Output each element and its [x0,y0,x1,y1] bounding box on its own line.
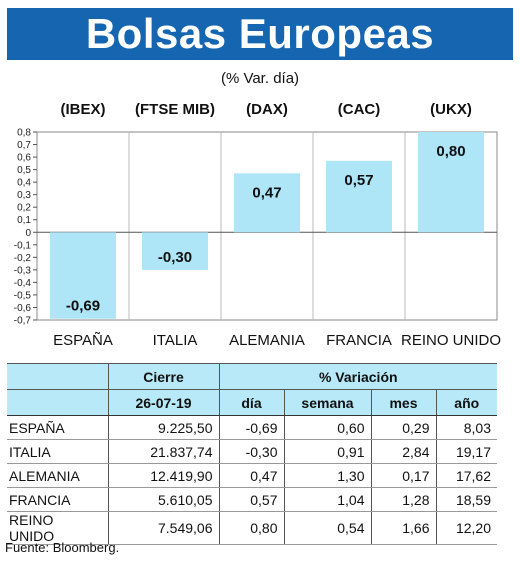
header-blank [7,363,108,390]
bar [50,232,116,319]
source-note: Fuente: Bloomberg. [5,540,120,555]
y-tick-label: 0,3 [17,190,31,201]
category-label: REINO UNIDO [401,332,501,349]
data-label: -0,69 [66,298,100,315]
row-name: ESPAÑA [7,415,108,440]
markets-table: Cierre % Variación 26-07-19 día semana m… [7,363,497,545]
row-mes: 2,84 [370,439,436,464]
ticker-ibex: (IBEX) [60,101,106,118]
bar-chart: 0,80,7 0,60,5 0,40,3 0,20,1 0-0,1 -0,2-0,3 -0,… [14,128,501,350]
row-mes: 1,28 [370,487,436,512]
table-row: ESPAÑA 9.225,50 -0,69 0,60 0,29 8,03 [7,415,497,440]
row-ano: 17,62 [435,463,497,488]
header-blank-2 [7,389,108,416]
row-cierre: 5.610,05 [107,487,219,512]
y-tick-label: 0,7 [17,140,31,151]
row-mes: 0,29 [370,415,436,440]
row-dia: 0,80 [218,511,284,545]
bar [326,160,392,233]
y-tick-label: 0,6 [17,153,31,164]
y-tick-label: 0,2 [17,203,31,214]
row-dia: 0,47 [218,463,284,488]
row-name: REINO UNIDO [7,511,108,545]
ticker-cac: (CAC) [337,101,381,118]
row-cierre: 9.225,50 [107,415,219,440]
y-tick-label: 0,1 [17,215,31,226]
data-label: 0,80 [436,143,465,160]
data-label: -0,30 [158,249,192,266]
table-row: FRANCIA 5.610,05 0,57 1,04 1,28 18,59 [7,487,497,512]
header-cierre: Cierre [107,363,219,390]
category-label: ITALIA [153,332,198,349]
row-name: FRANCIA [7,487,108,512]
header-ano: año [435,389,497,416]
row-ano: 19,17 [435,439,497,464]
ticker-ukx: (UKX) [430,101,472,118]
row-dia: -0,30 [218,439,284,464]
row-semana: 0,54 [283,511,371,545]
header-semana: semana [283,389,371,416]
bar [234,173,300,233]
row-ano: 18,59 [435,487,497,512]
plot-frame [36,131,498,321]
row-ano: 8,03 [435,415,497,440]
data-label: 0,57 [344,172,373,189]
row-name: ITALIA [7,439,108,464]
row-dia: 0,57 [218,487,284,512]
ticker-dax: (DAX) [246,101,288,118]
table-row: ALEMANIA 12.419,90 0,47 1,30 0,17 17,62 [7,463,497,488]
y-tick-label: -0,6 [14,303,32,314]
y-tick-label: 0,8 [17,128,31,139]
category-label: ALEMANIA [229,332,305,349]
header-date: 26-07-19 [107,389,219,416]
row-cierre: 7.549,06 [107,511,219,545]
row-semana: 1,04 [283,487,371,512]
title-banner: Bolsas Europeas [7,8,513,60]
data-label: 0,47 [252,184,281,201]
row-mes: 0,17 [370,463,436,488]
y-tick-label: 0,5 [17,165,31,176]
y-tick-label: -0,1 [14,240,32,251]
category-label: FRANCIA [326,332,392,349]
chart-subtitle: (% Var. día) [220,70,300,87]
header-mes: mes [370,389,436,416]
row-name: ALEMANIA [7,463,108,488]
y-tick-label: -0,7 [14,316,32,327]
row-dia: -0,69 [218,415,284,440]
chart-title: Bolsas Europeas [85,10,435,57]
y-tick-label: 0,4 [17,178,31,189]
bar [142,232,208,270]
y-tick-label: -0,2 [14,253,32,264]
category-label: ESPAÑA [53,332,113,349]
row-ano: 12,20 [435,511,497,545]
y-tick-label: 0 [25,228,31,239]
y-tick-label: -0,3 [14,265,32,276]
table-row: ITALIA 21.837,74 -0,30 0,91 2,84 19,17 [7,439,497,464]
ticker-ftse-mib: (FTSE MIB) [135,101,215,118]
header-dia: día [218,389,284,416]
row-mes: 1,66 [370,511,436,545]
y-tick-label: -0,5 [14,290,32,301]
row-cierre: 21.837,74 [107,439,219,464]
table-row: REINO UNIDO 7.549,06 0,80 0,54 1,66 12,2… [7,511,497,545]
y-tick-label: -0,4 [14,278,32,289]
ticker-row: (IBEX) (FTSE MIB) (DAX) (CAC) (UKX) [0,101,520,123]
row-semana: 1,30 [283,463,371,488]
row-semana: 0,91 [283,439,371,464]
bar [418,132,484,233]
row-semana: 0,60 [283,415,371,440]
row-cierre: 12.419,90 [107,463,219,488]
header-variacion: % Variación [218,363,497,390]
